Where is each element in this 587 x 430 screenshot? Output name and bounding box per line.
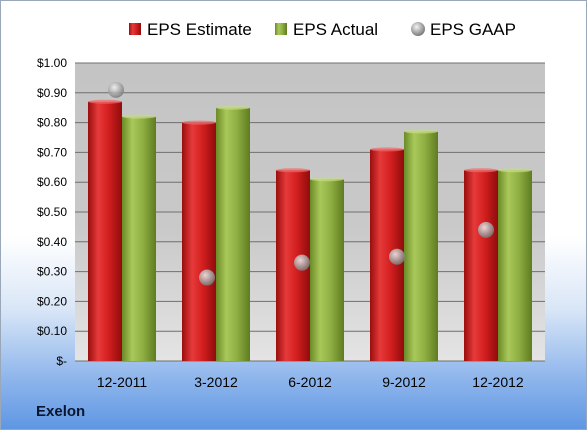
y-tick-label: $0.90: [37, 86, 67, 100]
y-tick-label: $0.10: [37, 324, 67, 338]
x-category-label: 3-2012: [194, 374, 238, 390]
legend: EPS Estimate EPS Actual EPS GAAP: [129, 20, 516, 39]
eps-actual-bar: [310, 179, 344, 361]
eps-actual-bar: [122, 116, 156, 361]
x-category-label: 12-2012: [472, 374, 524, 390]
eps-gaap-point: [199, 269, 215, 286]
eps-actual-bar: [498, 170, 532, 361]
legend-swatch-actual: [275, 23, 287, 35]
x-category-label: 9-2012: [382, 374, 426, 390]
y-tick-label: $0.60: [37, 175, 67, 189]
y-tick-label: $0.40: [37, 235, 67, 249]
legend-label: EPS GAAP: [430, 20, 516, 39]
eps-actual-bar-cap: [498, 168, 532, 173]
eps-actual-bar: [404, 131, 438, 361]
eps-estimate-bar: [182, 122, 216, 361]
eps-estimate-bar-cap: [464, 168, 498, 173]
eps-actual-bar-cap: [122, 114, 156, 119]
y-tick-label: $1.00: [37, 56, 67, 70]
eps-gaap-point: [294, 254, 310, 271]
eps-gaap-point: [108, 81, 124, 98]
y-tick-label: $0.70: [37, 145, 67, 159]
y-tick-label: $0.20: [37, 294, 67, 308]
legend-label: EPS Actual: [293, 20, 378, 39]
legend-label: EPS Estimate: [147, 20, 252, 39]
eps-estimate-bar: [88, 101, 122, 362]
legend-swatch-gaap: [411, 22, 425, 36]
eps-actual-bar-cap: [310, 177, 344, 182]
y-tick-label: $0.80: [37, 116, 67, 130]
eps-actual-bar-cap: [216, 105, 250, 110]
y-axis-ticks: $1.00 $0.90 $0.80 $0.70 $0.60 $0.50 $0.40 $0.30…: [37, 56, 67, 368]
eps-estimate-bar-cap: [88, 99, 122, 104]
x-category-label: 12-2011: [97, 374, 148, 390]
bars: [88, 99, 532, 362]
legend-swatch-estimate: [129, 23, 141, 35]
y-tick-label: $-: [56, 354, 67, 368]
eps-estimate-bar-cap: [370, 147, 404, 152]
eps-estimate-bar: [464, 170, 498, 361]
y-tick-label: $0.50: [37, 205, 67, 219]
eps-estimate-bar-cap: [276, 168, 310, 173]
x-axis-categories: 12-2011 3-2012 6-2012 9-2012 12-2012: [97, 374, 524, 390]
y-tick-label: $0.30: [37, 265, 67, 279]
x-category-label: 6-2012: [288, 374, 332, 390]
eps-gaap-point: [389, 248, 405, 265]
eps-gaap-point: [478, 221, 494, 238]
eps-actual-bar: [216, 107, 250, 361]
eps-actual-bar-cap: [404, 129, 438, 134]
gaap-points: [108, 81, 494, 286]
company-name: Exelon: [36, 403, 86, 420]
eps-estimate-bar-cap: [182, 120, 216, 125]
